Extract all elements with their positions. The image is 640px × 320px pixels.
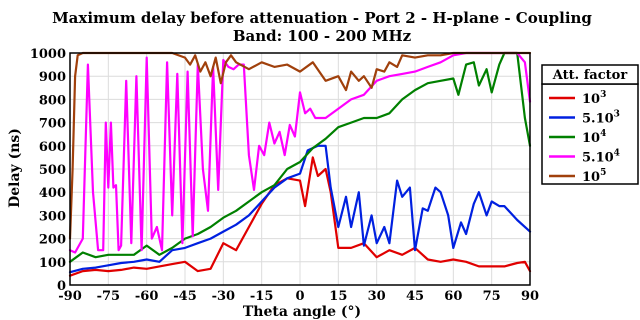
legend-title: Att. factor — [552, 68, 628, 83]
x-axis-label: Theta angle (°) — [243, 304, 361, 320]
y-tick-label: 300 — [39, 209, 66, 224]
y-tick-label: 400 — [39, 186, 66, 201]
series-layer — [68, 51, 532, 277]
y-tick-label: 600 — [39, 140, 66, 155]
y-tick-label: 700 — [39, 117, 66, 132]
y-tick-label: 500 — [39, 163, 66, 178]
legend-entry-5: 105 — [582, 168, 606, 185]
x-tick-label: -60 — [135, 289, 159, 304]
legend-entry-exponent: 4 — [614, 149, 620, 159]
y-tick-label: 0 — [57, 279, 66, 294]
legend-entry-exponent: 3 — [614, 110, 620, 120]
legend-entry-3: 104 — [582, 129, 606, 146]
y-tick-label: 100 — [39, 256, 66, 271]
y-axis-label: Delay (ns) — [7, 128, 23, 208]
series-line-4 — [68, 51, 532, 254]
legend-entry-base: 5.10 — [582, 151, 614, 166]
x-tick-label: 0 — [295, 289, 304, 304]
x-tick-label: -90 — [58, 289, 82, 304]
legend-entry-base: 10 — [582, 170, 600, 185]
legend-box — [541, 83, 639, 185]
legend-entry-1: 103 — [582, 90, 606, 107]
legend-entry-base: 5.10 — [582, 112, 614, 127]
legend-entry-exponent: 4 — [600, 129, 606, 139]
x-tick-label: 15 — [329, 289, 347, 304]
y-tick-label: 1000 — [30, 47, 66, 62]
legend-entry-4: 5.104 — [582, 149, 620, 166]
legend-entry-base: 10 — [582, 92, 600, 107]
plot-frame — [69, 52, 531, 286]
legend-entry-base: 10 — [582, 131, 600, 146]
x-tick-label: 90 — [521, 289, 539, 304]
legend-entry-2: 5.103 — [582, 110, 620, 127]
x-tick-label: -45 — [173, 289, 197, 304]
x-tick-label: 45 — [406, 289, 424, 304]
series-line-1 — [68, 156, 532, 277]
chart-title: Maximum delay before attenuation - Port … — [52, 9, 592, 27]
y-tick-labels: 0 100 200 300 400 500 600 700 800 900 1000 — [30, 47, 66, 294]
legend-entry-exponent: 3 — [600, 90, 606, 100]
chart-subtitle: Band: 100 - 200 MHz — [233, 27, 412, 45]
x-tick-label: -15 — [250, 289, 274, 304]
x-tick-labels: -90 -75 -60 -45 -30 -15 0 15 30 45 60 75 90 — [58, 289, 539, 304]
x-tick-label: -30 — [212, 289, 236, 304]
y-tick-label: 200 — [39, 233, 66, 248]
x-tick-label: -75 — [97, 289, 121, 304]
series-line-2 — [68, 144, 532, 274]
y-tick-label: 900 — [39, 70, 66, 85]
x-tick-label: 30 — [368, 289, 386, 304]
x-tick-label: 60 — [444, 289, 462, 304]
legend-title-box — [541, 64, 639, 85]
x-tick-label: 75 — [483, 289, 501, 304]
y-tick-label: 800 — [39, 93, 66, 108]
legend-entry-exponent: 5 — [600, 168, 606, 178]
series-line-3 — [68, 51, 532, 263]
